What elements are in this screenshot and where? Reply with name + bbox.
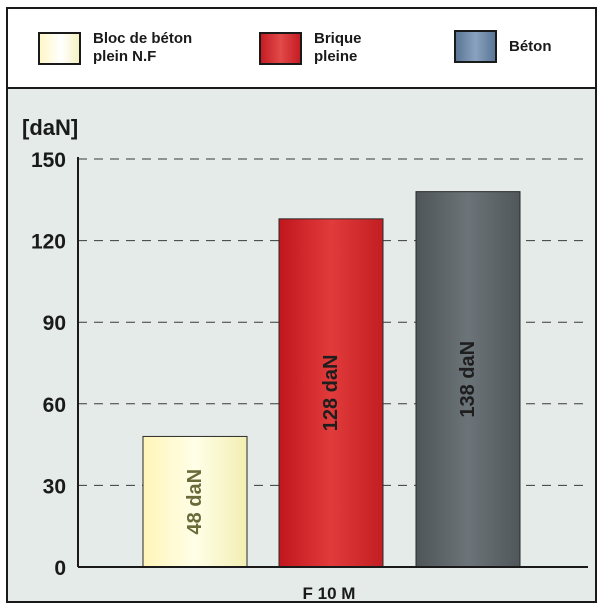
legend-label-brique: Brique pleine xyxy=(314,30,362,65)
bar-chart: [daN] 48 daN 128 daN 138 daN 0 30 60 90 120 150… xyxy=(22,115,588,603)
bar-2 xyxy=(278,218,384,568)
legend-swatch-brique xyxy=(259,31,302,65)
y-axis-label: [daN] xyxy=(22,115,78,140)
y-tick-label: 60 xyxy=(43,394,66,417)
y-tick-label: 120 xyxy=(31,231,66,254)
x-axis-label: F 10 M xyxy=(303,584,356,603)
legend-item-brique: Brique pleine xyxy=(259,30,362,66)
legend-item-beton: Béton xyxy=(454,30,552,63)
legend-label-bloc-beton: Bloc de béton plein N.F xyxy=(93,30,193,65)
y-tick-label: 150 xyxy=(31,149,66,172)
bar-value-label: 138 daN xyxy=(457,341,479,418)
y-tick-label: 0 xyxy=(54,557,66,580)
legend-swatch-beton xyxy=(454,30,497,63)
legend: Bloc de béton plein N.F Brique pleine Bé… xyxy=(8,9,595,89)
y-tick-label: 90 xyxy=(43,312,66,335)
y-tick-label: 30 xyxy=(43,475,66,498)
legend-swatch-bloc-beton xyxy=(38,31,81,65)
bar-3 xyxy=(415,191,521,568)
bar-value-label: 48 daN xyxy=(184,469,206,535)
bar-value-label: 128 daN xyxy=(320,355,342,432)
legend-label-beton: Béton xyxy=(509,37,552,55)
legend-item-bloc-beton: Bloc de béton plein N.F xyxy=(38,30,192,66)
bar-1 xyxy=(142,435,248,568)
chart-frame: Bloc de béton plein N.F Brique pleine Bé… xyxy=(6,7,597,603)
